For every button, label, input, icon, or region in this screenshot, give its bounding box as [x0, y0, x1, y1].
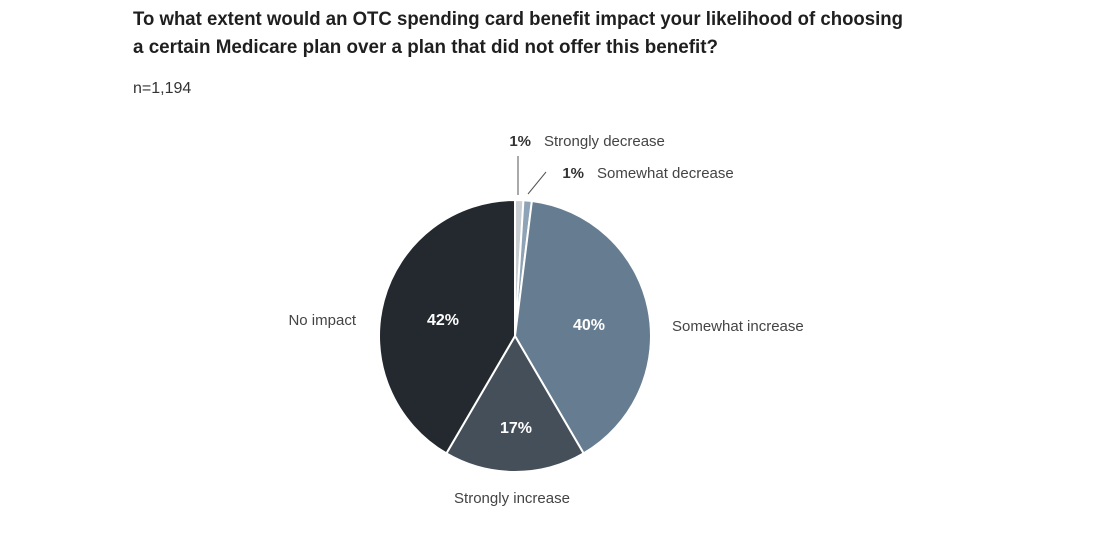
pie-slice: [445, 334, 585, 473]
value-label: 40%: [573, 317, 605, 334]
pie-slice: [513, 199, 652, 455]
category-label: Strongly increase: [454, 490, 570, 507]
category-label: Somewhat increase: [672, 318, 804, 335]
value-label: 42%: [427, 312, 459, 329]
pie-slice: [378, 198, 516, 455]
value-label: 1%: [509, 133, 531, 150]
category-label: Somewhat decrease: [597, 165, 734, 182]
chart-title: a certain Medicare plan over a plan that…: [133, 37, 718, 58]
value-label: 17%: [500, 420, 532, 437]
leader-line: [527, 171, 547, 195]
value-label: 1%: [562, 165, 584, 182]
category-label: No impact: [288, 312, 356, 329]
chart-subtitle: n=1,194: [133, 80, 191, 97]
category-label: Strongly decrease: [544, 133, 665, 150]
chart-title: To what extent would an OTC spending car…: [133, 9, 903, 30]
